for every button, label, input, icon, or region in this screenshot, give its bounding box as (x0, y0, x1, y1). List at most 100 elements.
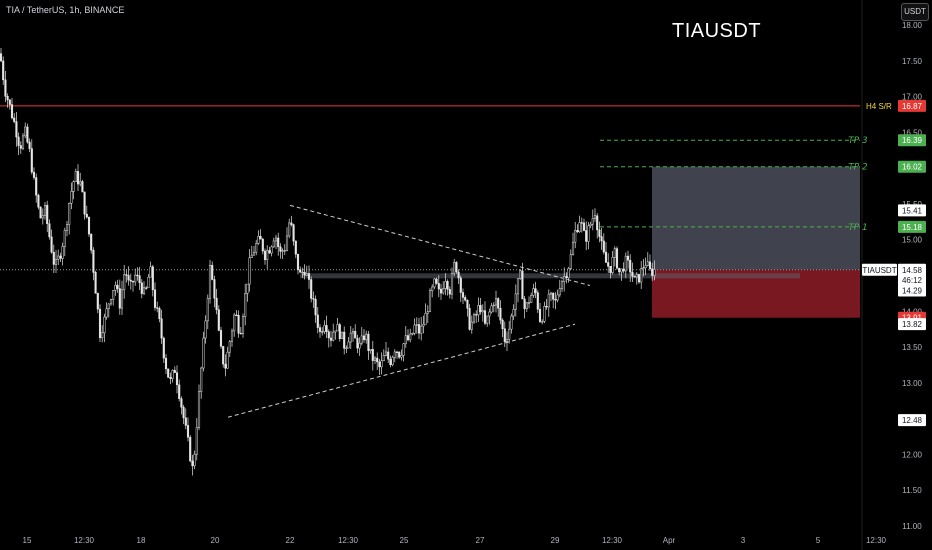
candle (149, 261, 152, 278)
candle-body (512, 308, 515, 317)
candle-body (167, 368, 170, 378)
candle-body (103, 316, 106, 334)
candle (633, 275, 636, 278)
currency-button[interactable]: USDT (901, 3, 929, 21)
candle-body (226, 351, 229, 369)
candle-body (446, 281, 449, 290)
candle-body (589, 223, 592, 227)
x-tick-label: 5 (816, 536, 821, 545)
candle-body (457, 271, 460, 279)
candle-body (567, 268, 570, 279)
candle (114, 281, 117, 296)
candle (169, 372, 172, 385)
candle-body (536, 292, 539, 310)
candle (477, 297, 480, 322)
candle (536, 290, 539, 313)
candle (380, 352, 383, 375)
candle (609, 266, 612, 279)
candle-body (558, 288, 561, 296)
candle-body (459, 277, 462, 293)
x-tick-label: 27 (476, 536, 485, 545)
candle-body (358, 342, 361, 349)
candle (263, 248, 267, 265)
candle-body (19, 145, 22, 149)
candle-body (123, 274, 126, 291)
candle (483, 301, 487, 326)
candle-body (371, 349, 374, 361)
candle (270, 245, 273, 257)
candle (239, 326, 242, 335)
candle (571, 232, 575, 256)
candle-body (648, 261, 652, 270)
candle-body (206, 298, 209, 322)
candle-body (296, 253, 300, 270)
candle-body (642, 267, 645, 269)
candle (303, 264, 306, 280)
candle (193, 450, 196, 470)
symbol-tag (862, 263, 897, 276)
candle (613, 246, 616, 267)
candle (373, 355, 377, 365)
x-tick-label: 3 (741, 536, 746, 545)
candle-body (61, 246, 64, 259)
candle (439, 283, 443, 300)
candle-body (46, 204, 49, 224)
candle-body (340, 331, 344, 339)
candle (230, 328, 234, 347)
x-tick-label: 29 (551, 536, 560, 545)
candle-body (79, 181, 82, 185)
candle-body (120, 289, 124, 309)
candle-body (215, 297, 218, 310)
candle (576, 224, 579, 234)
candle-body (156, 307, 159, 309)
candle (81, 179, 84, 193)
candle-body (582, 222, 586, 231)
candle (607, 253, 610, 273)
candle-body (292, 224, 295, 242)
candle (202, 331, 205, 372)
candle (103, 313, 106, 343)
candle-body (32, 171, 36, 178)
candle-body (527, 302, 531, 304)
candle-body (501, 319, 504, 330)
candle (450, 267, 454, 300)
symbol-header: TIA / TetherUS, 1h, BINANCE (6, 5, 125, 15)
candle-body (54, 259, 58, 265)
candle (292, 223, 295, 246)
candle-body (622, 268, 625, 272)
candle-body (127, 275, 130, 281)
candle (268, 246, 271, 254)
candle-body (74, 171, 77, 182)
candle (283, 244, 286, 256)
candle-body (400, 355, 403, 358)
candle-body (464, 297, 467, 301)
candle-body (362, 335, 366, 341)
level-price-value: 16.02 (902, 163, 923, 172)
candle (180, 396, 183, 415)
candle-body (277, 237, 280, 248)
candle-body (468, 308, 471, 330)
candle (409, 328, 412, 343)
candle (246, 283, 249, 302)
candle-body (151, 266, 154, 291)
candle (310, 276, 313, 303)
candle-body (367, 333, 370, 351)
candle (316, 306, 319, 334)
candle (116, 279, 119, 293)
candle-body (422, 324, 425, 327)
candle-body (4, 79, 7, 97)
candle (235, 310, 238, 317)
candle-body (624, 255, 627, 272)
candle (569, 249, 572, 271)
candle (406, 329, 410, 342)
candle-body (244, 293, 247, 317)
candle-body (646, 261, 649, 266)
candle (492, 302, 495, 313)
candle-body (149, 266, 152, 278)
candle-body (470, 321, 473, 330)
candle (545, 298, 548, 310)
candle (65, 220, 69, 237)
candle-body (140, 282, 143, 294)
candle-body (208, 264, 212, 299)
